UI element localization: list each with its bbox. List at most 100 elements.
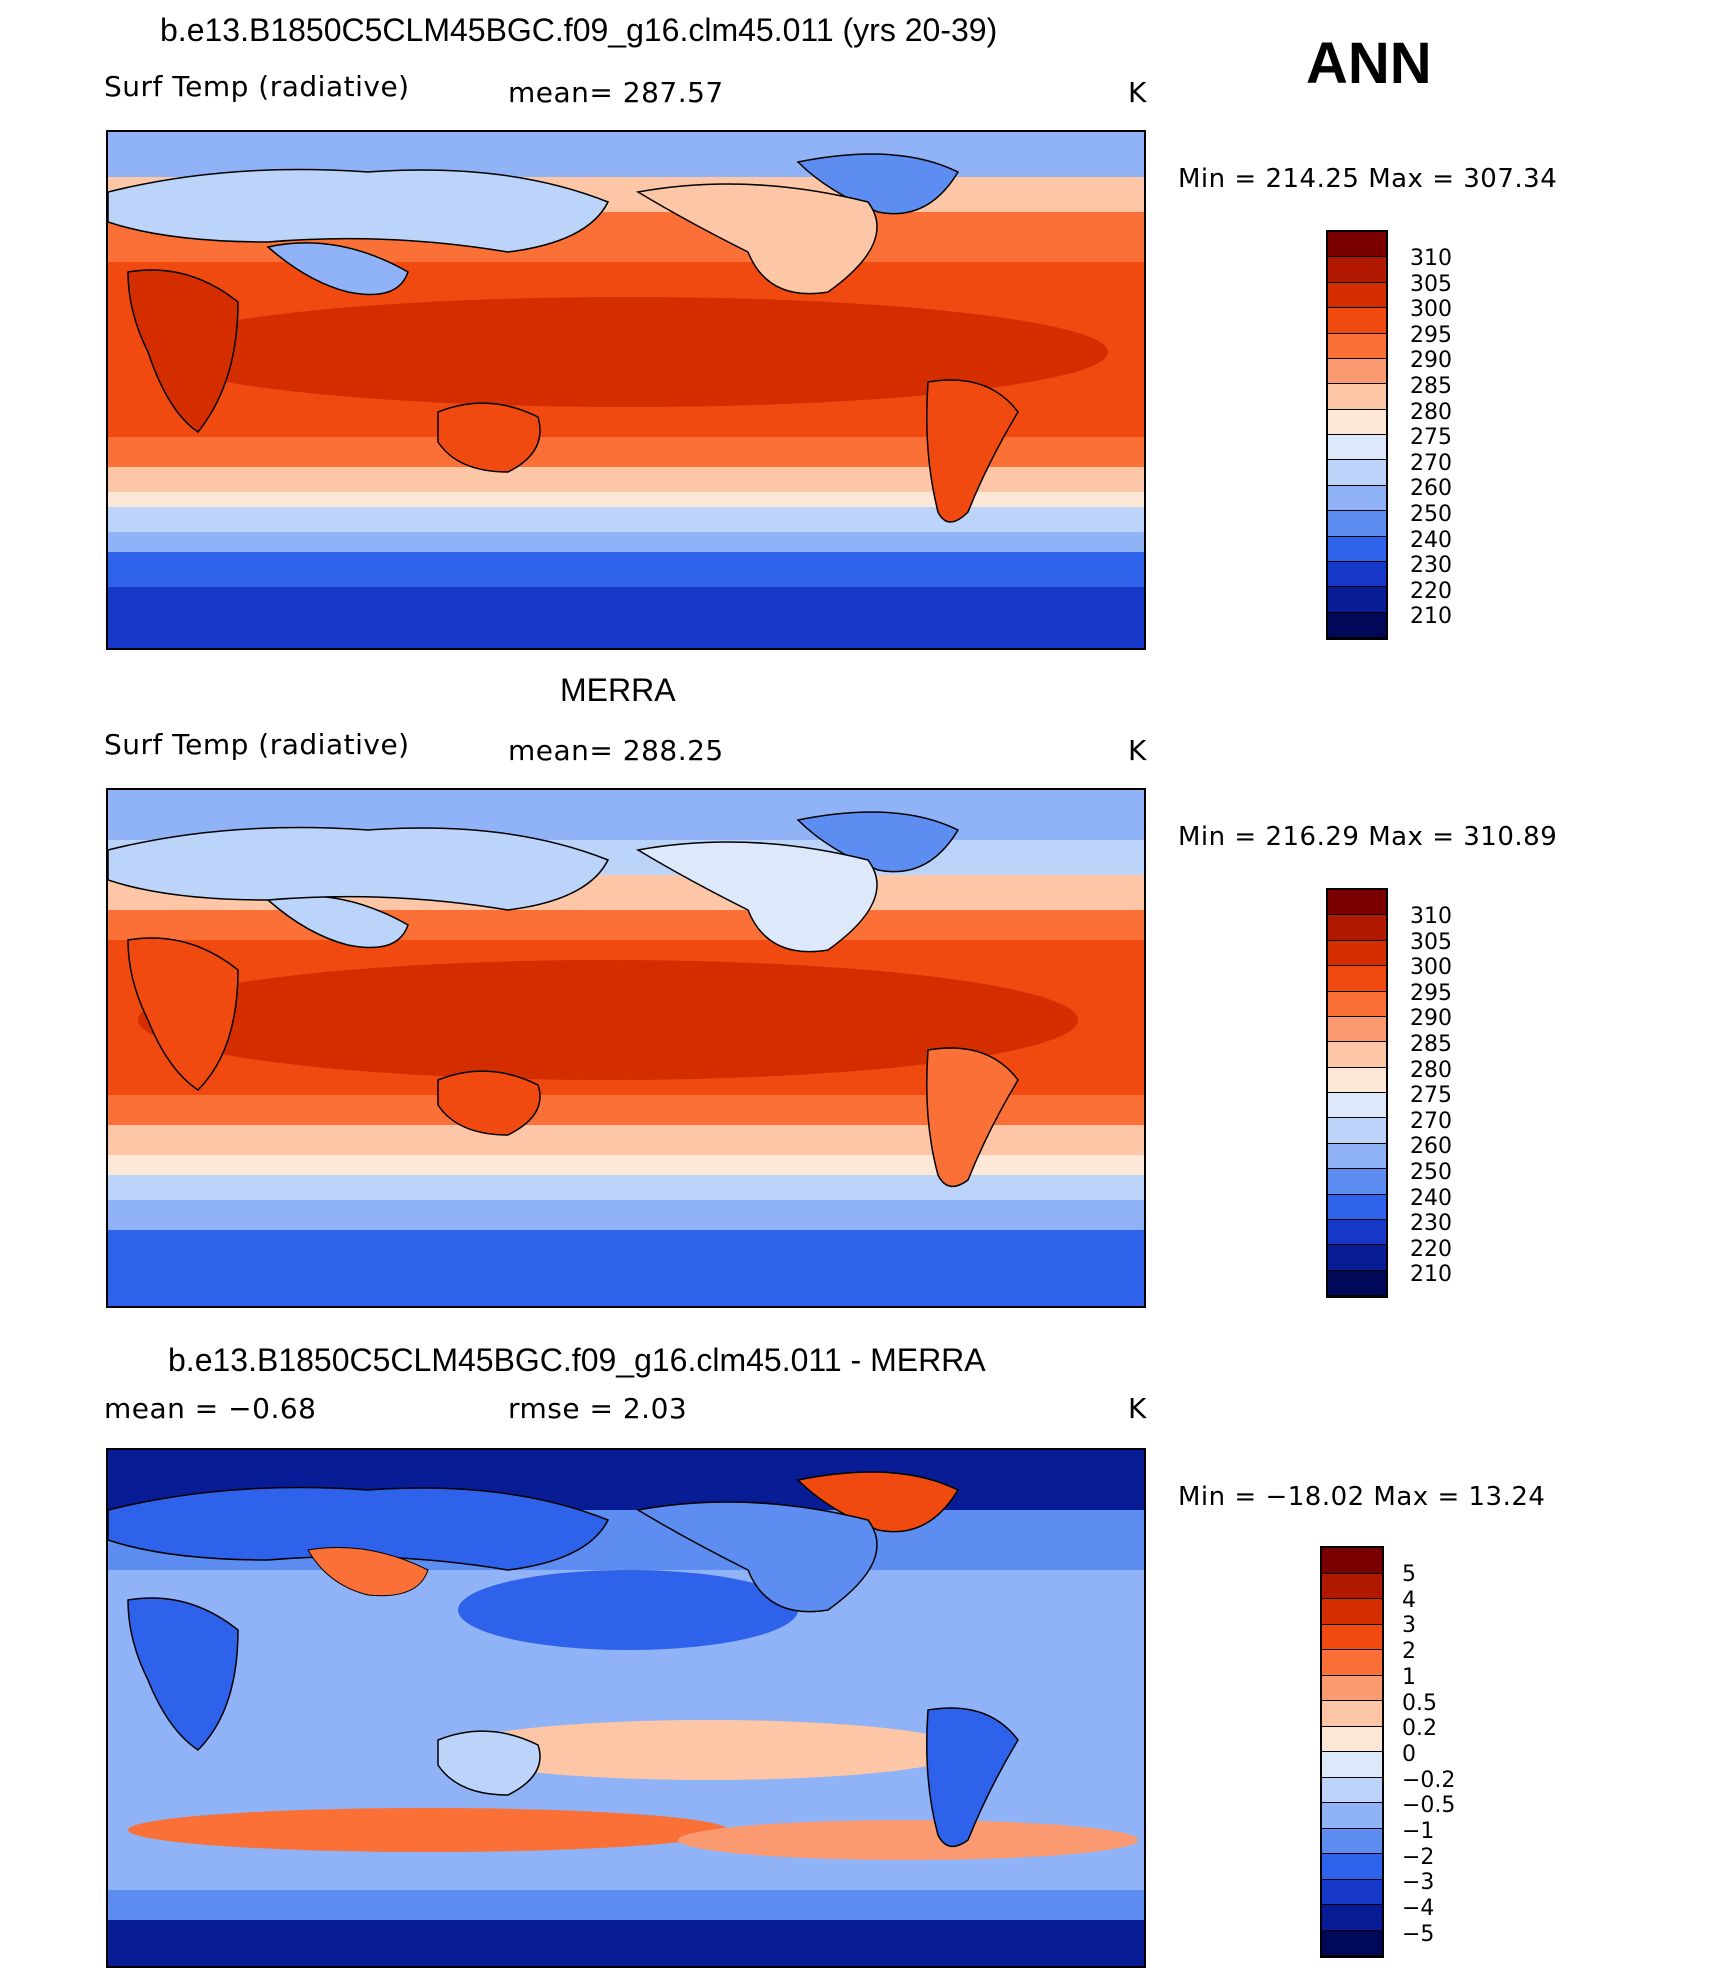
colorbar-tick-label: 300: [1410, 955, 1452, 981]
panel-2-map-plot: [108, 790, 1144, 1306]
panel-1-mean-label: mean= 287.57: [508, 76, 724, 109]
colorbar-tick-label: 240: [1410, 527, 1452, 553]
colorbar-tick-label: 0.5: [1402, 1690, 1437, 1716]
south-america: [926, 1707, 1019, 1848]
colorbar-tick-label: 295: [1410, 322, 1452, 348]
season-label: ANN: [1306, 31, 1432, 96]
colorbar-tick-label: 2: [1402, 1639, 1416, 1665]
colorbar-swatch: [1322, 1752, 1382, 1778]
panel-2-minmax: Min = 216.29 Max = 310.89: [1178, 822, 1558, 852]
greenland: [796, 153, 960, 215]
colorbar-swatch: [1328, 435, 1386, 461]
colorbar-swatch: [1322, 1777, 1382, 1803]
colorbar-tick-label: 260: [1410, 1134, 1452, 1160]
colorbar-swatch: [1328, 940, 1386, 967]
colorbar-swatch: [1328, 257, 1386, 283]
colorbar-tick-label: 305: [1410, 271, 1452, 297]
panel-1-title: b.e13.B1850C5CLM45BGC.f09_g16.clm45.011 …: [160, 12, 998, 48]
colorbar-swatch: [1328, 890, 1386, 916]
colorbar-swatch: [1328, 308, 1386, 334]
colorbar-tick-label: 295: [1410, 980, 1452, 1006]
colorbar-swatch: [1322, 1930, 1382, 1956]
warm-pool: [138, 960, 1078, 1080]
antarctica: [108, 1230, 1144, 1306]
colorbar-tick-label: 280: [1410, 399, 1452, 425]
colorbar-tick-label: 310: [1410, 246, 1452, 271]
colorbar-swatch: [1328, 358, 1386, 385]
australia: [437, 1730, 541, 1796]
colorbar-tick-label: 305: [1410, 929, 1452, 955]
africa: [127, 269, 239, 434]
north-america: [635, 183, 878, 295]
colorbar-tick-label: 290: [1410, 1006, 1452, 1032]
colorbar-swatch: [1322, 1828, 1382, 1854]
south-america: [926, 379, 1019, 523]
colorbar-tick-label: −2: [1402, 1844, 1435, 1870]
colorbar-swatch: [1328, 1093, 1386, 1119]
tibet-plateau: [266, 242, 409, 296]
colorbar-swatch: [1328, 333, 1386, 359]
greenland: [796, 811, 960, 873]
colorbar-tick-label: 0: [1402, 1741, 1416, 1767]
africa: [127, 1597, 239, 1751]
panel-3-units: K: [1128, 1392, 1147, 1425]
colorbar-swatch: [1322, 1905, 1382, 1931]
colorbar-swatch: [1322, 1854, 1382, 1880]
colorbar-swatch: [1322, 1879, 1382, 1905]
colorbar-swatch: [1322, 1701, 1382, 1727]
panel-1-units: K: [1128, 76, 1147, 109]
colorbar-tick-label: 300: [1410, 297, 1452, 323]
panel-1-map-plot: [108, 132, 1144, 648]
colorbar-swatch: [1328, 511, 1386, 537]
panel-1-variable-label: Surf Temp (radiative): [104, 70, 410, 103]
panel-2-mean-label: mean= 288.25: [508, 734, 724, 767]
eurasia: [108, 1486, 610, 1571]
colorbar-tick-label: 310: [1410, 904, 1452, 929]
colorbar-swatch: [1328, 1270, 1386, 1296]
panel-3-mean-label: mean = −0.68: [104, 1392, 317, 1425]
colorbar-swatch: [1328, 991, 1386, 1017]
north-america: [635, 1501, 878, 1613]
colorbar-swatch: [1328, 612, 1386, 638]
colorbar-tick-label: −0.2: [1402, 1767, 1456, 1793]
colorbar-tick-label: 250: [1410, 502, 1452, 527]
colorbar-tick-label: 240: [1410, 1185, 1452, 1211]
panel-3-rmse-label: rmse = 2.03: [508, 1392, 688, 1425]
antarctica: [108, 587, 1144, 648]
greenland: [796, 1471, 960, 1533]
colorbar-tick-label: 275: [1410, 1083, 1452, 1109]
colorbar-swatch: [1328, 384, 1386, 410]
colorbar-swatch: [1322, 1803, 1382, 1829]
colorbar-swatch: [1328, 409, 1386, 435]
colorbar-swatch: [1322, 1599, 1382, 1625]
colorbar-tick-label: −0.5: [1402, 1793, 1456, 1819]
colorbar-swatch: [1328, 1016, 1386, 1043]
colorbar-tick-label: 3: [1402, 1613, 1416, 1639]
colorbar-swatch: [1322, 1548, 1382, 1574]
colorbar-tick-label: 270: [1410, 450, 1452, 476]
colorbar-tick-label: 4: [1402, 1587, 1416, 1613]
colorbar-tick-label: 260: [1410, 476, 1452, 502]
panel-2-variable-label: Surf Temp (radiative): [104, 728, 410, 761]
colorbar-tick-label: 285: [1410, 374, 1452, 399]
colorbar-tick-label: 290: [1410, 348, 1452, 374]
colorbar-tick-label: 1: [1402, 1664, 1416, 1690]
colorbar-swatch: [1322, 1726, 1382, 1752]
antarctica: [108, 1920, 1144, 1966]
colorbar-swatch: [1328, 460, 1386, 486]
colorbar-swatch: [1328, 282, 1386, 309]
colorbar-swatch: [1328, 561, 1386, 588]
colorbar-tick-label: 0.2: [1402, 1716, 1437, 1742]
colorbar-tick-label: 210: [1410, 1262, 1452, 1288]
panel-2-units: K: [1128, 734, 1147, 767]
eurasia: [108, 168, 610, 253]
colorbar-tick-label: 230: [1410, 1211, 1452, 1237]
colorbar-swatch: [1328, 232, 1386, 258]
panel-3-map-plot: [108, 1450, 1144, 1966]
colorbar-tick-label: 210: [1410, 604, 1452, 630]
panel-3-colorbar: [1320, 1546, 1384, 1958]
colorbar-tick-label: 285: [1410, 1032, 1452, 1057]
eurasia: [108, 826, 610, 911]
australia: [437, 402, 541, 473]
colorbar-tick-label: −1: [1402, 1819, 1435, 1844]
